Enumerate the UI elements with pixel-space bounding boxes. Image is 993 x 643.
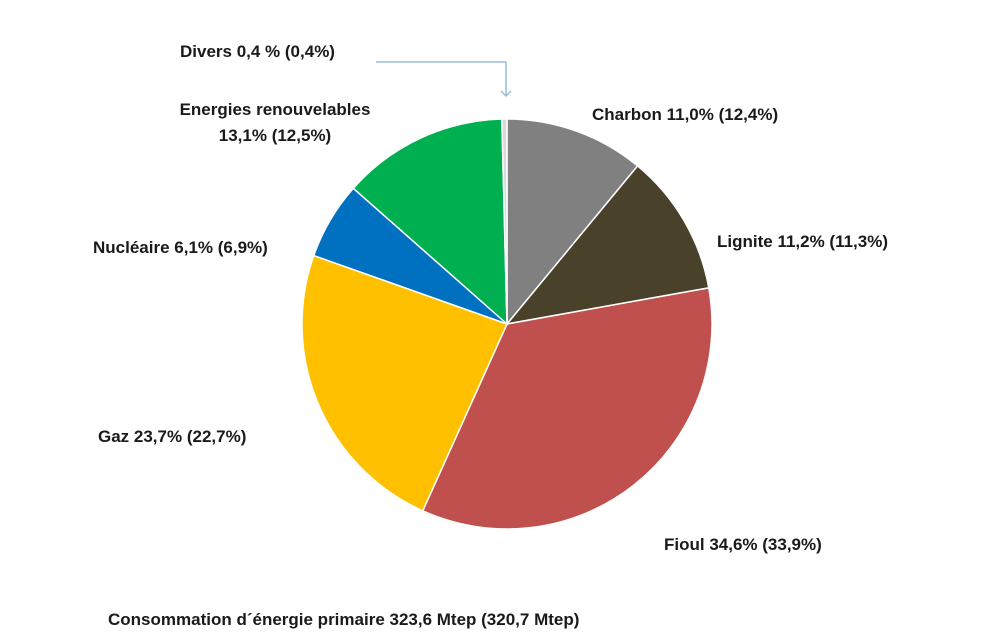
pie-slice-energies-renouvelables (352, 118, 508, 326)
label-renouvelables-line1: Energies renouvelables (180, 100, 371, 119)
pie-slice-gaz (301, 254, 509, 512)
divers-leader-arrow (500, 90, 512, 98)
pie-slices (301, 118, 713, 530)
pie-slice-lignite (505, 164, 710, 326)
label-nucleaire: Nucléaire 6,1% (6,9%) (93, 238, 268, 257)
label-charbon: Charbon 11,0% (12,4%) (592, 105, 778, 124)
pie-slice-charbon (506, 118, 639, 327)
label-divers: Divers 0,4 % (0,4%) (180, 42, 335, 61)
pie-slice-fioul (421, 286, 713, 530)
label-lignite: Lignite 11,2% (11,3%) (717, 232, 888, 251)
label-fioul: Fioul 34,6% (33,9%) (664, 535, 822, 554)
chart-footer: Consommation d´énergie primaire 323,6 Mt… (108, 610, 579, 629)
label-renouvelables-line2: 13,1% (12,5%) (219, 126, 331, 145)
label-gaz: Gaz 23,7% (22,7%) (98, 427, 246, 446)
divers-leader-line (376, 61, 507, 96)
pie-slice-divers (501, 118, 508, 325)
